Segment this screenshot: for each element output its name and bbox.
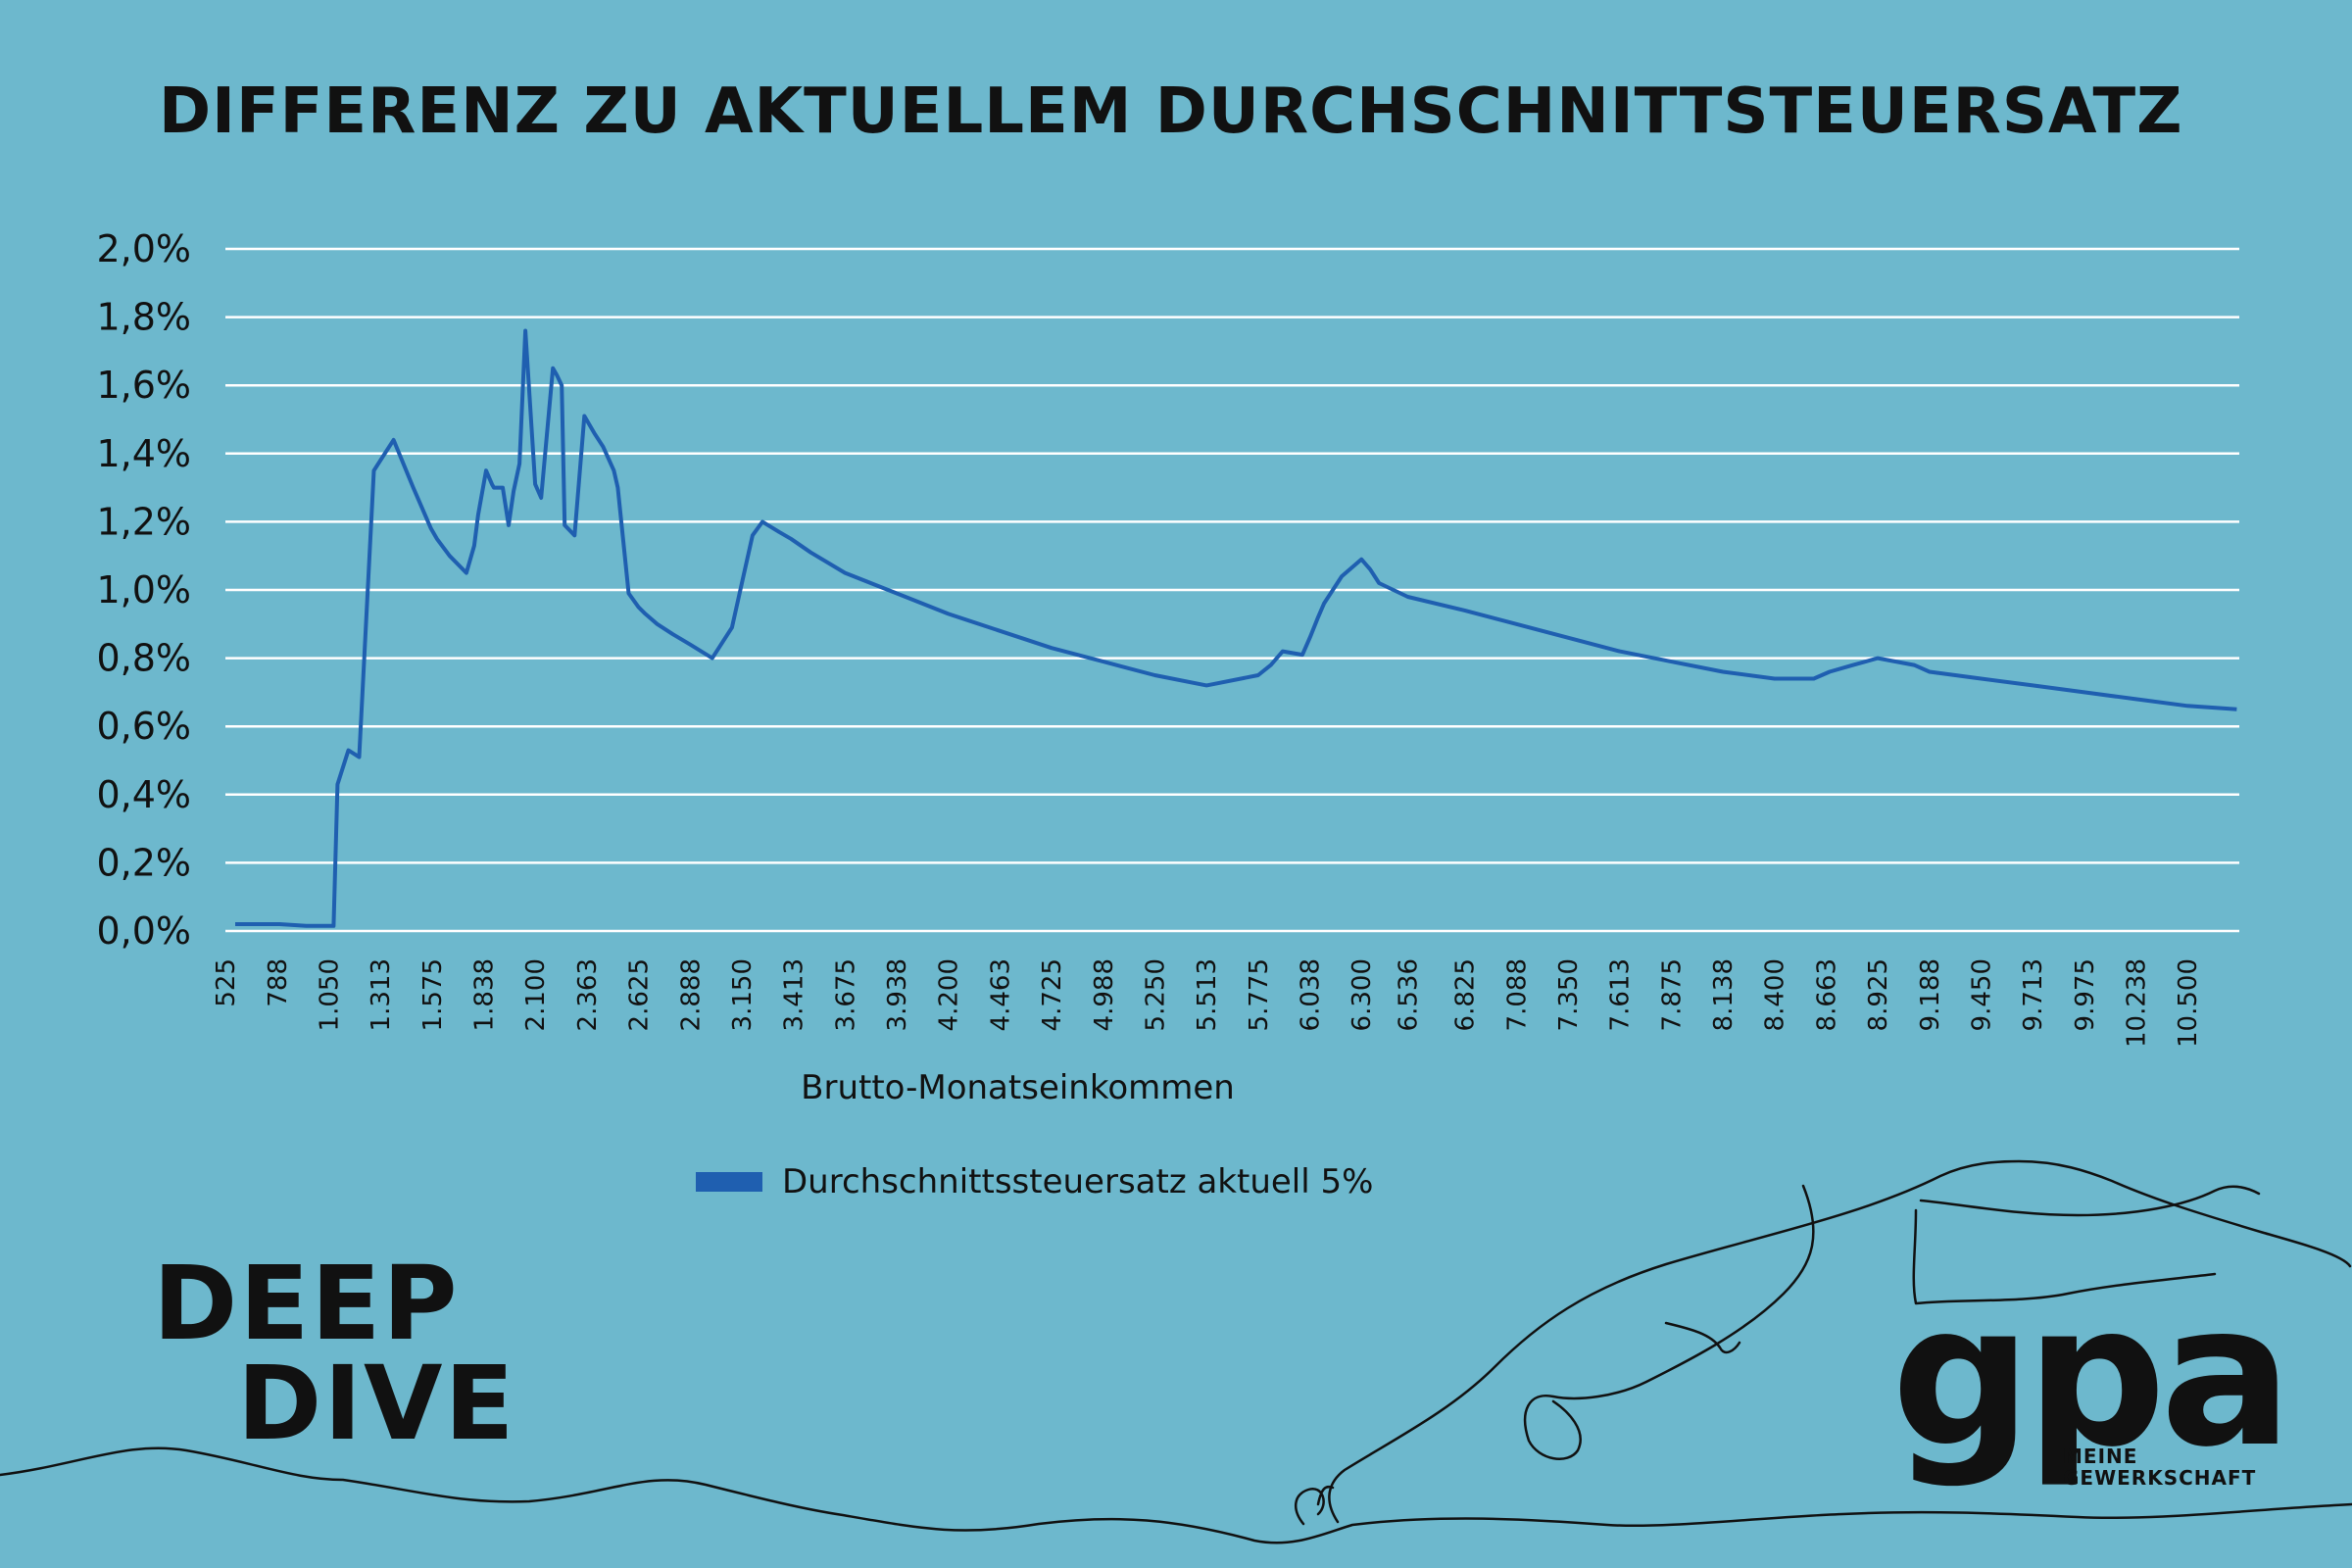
x-tick-label: 7.613 xyxy=(1606,958,1636,1031)
y-axis-ticks: 0,0% 0,2% 0,4% 0,6% 0,8% 1,0% 1,2% 1,4% 1,6% 1,8%… xyxy=(96,227,191,953)
brand-line-1: DEEP xyxy=(153,1244,460,1363)
legend-label: Durchschnittssteuersatz aktuell 5% xyxy=(782,1162,1374,1201)
x-tick-label: 9.975 xyxy=(2071,958,2100,1031)
y-tick-label: 0,6% xyxy=(96,705,191,748)
x-tick-label: 3.675 xyxy=(831,958,860,1031)
x-axis-label: Brutto-Monatseinkommen xyxy=(801,1068,1235,1107)
series-line xyxy=(235,328,2237,928)
deep-dive-brand: DEEP DIVE xyxy=(153,1244,516,1463)
x-tick-label: 3.413 xyxy=(780,958,809,1031)
x-tick-label: 788 xyxy=(264,958,293,1007)
x-tick-label: 525 xyxy=(212,958,241,1007)
x-tick-label: 9.713 xyxy=(2019,958,2048,1031)
x-tick-label: 1.838 xyxy=(470,958,500,1031)
y-tick-label: 0,4% xyxy=(96,773,191,816)
x-tick-label: 1.575 xyxy=(418,958,448,1031)
logo-mark: gpa xyxy=(1891,1262,2292,1491)
x-tick-label: 6.300 xyxy=(1348,958,1377,1031)
series-layer xyxy=(235,328,2237,928)
y-tick-label: 0,2% xyxy=(96,841,191,884)
y-tick-label: 1,6% xyxy=(96,364,191,407)
x-tick-label: 5.250 xyxy=(1141,958,1170,1031)
x-tick-label: 8.663 xyxy=(1812,958,1841,1031)
x-tick-label: 6.536 xyxy=(1395,958,1424,1031)
x-tick-label: 2.888 xyxy=(676,958,706,1031)
y-tick-label: 0,0% xyxy=(96,909,191,953)
x-tick-label: 10.238 xyxy=(2123,958,2152,1048)
x-tick-label: 4.725 xyxy=(1038,958,1067,1031)
x-tick-label: 8.400 xyxy=(1761,958,1790,1031)
x-tick-label: 5.513 xyxy=(1193,958,1222,1031)
x-tick-label: 2.100 xyxy=(521,958,551,1031)
x-tick-label: 5.775 xyxy=(1245,958,1274,1031)
x-tick-label: 9.450 xyxy=(1967,958,1996,1031)
logo-subtitle-line-1: MEINE xyxy=(2063,1445,2138,1468)
x-tick-label: 2.363 xyxy=(573,958,603,1031)
logo-subtitle-line-2: GEWERKSCHAFT xyxy=(2063,1466,2257,1490)
y-tick-label: 1,2% xyxy=(96,500,191,543)
y-tick-label: 1,0% xyxy=(96,568,191,612)
x-tick-label: 6.825 xyxy=(1451,958,1481,1031)
x-tick-label: 10.500 xyxy=(2174,958,2203,1048)
x-tick-label: 4.988 xyxy=(1090,958,1119,1031)
x-tick-label: 9.188 xyxy=(1916,958,1945,1031)
x-tick-label: 6.038 xyxy=(1297,958,1326,1031)
y-tick-label: 1,4% xyxy=(96,432,191,475)
legend-swatch xyxy=(696,1172,762,1192)
y-tick-label: 2,0% xyxy=(96,227,191,270)
legend: Durchschnittssteuersatz aktuell 5% xyxy=(696,1162,1373,1201)
x-tick-label: 4.463 xyxy=(986,958,1015,1031)
logo-subtitle: MEINE GEWERKSCHAFT xyxy=(2063,1446,2256,1489)
x-tick-label: 3.938 xyxy=(883,958,912,1031)
x-tick-label: 7.875 xyxy=(1657,958,1687,1031)
x-tick-label: 8.138 xyxy=(1709,958,1739,1031)
x-tick-label: 7.350 xyxy=(1554,958,1584,1031)
y-tick-label: 0,8% xyxy=(96,637,191,680)
x-tick-label: 7.088 xyxy=(1502,958,1532,1031)
x-tick-label: 8.925 xyxy=(1864,958,1893,1031)
y-tick-label: 1,8% xyxy=(96,296,191,339)
chart-title: DIFFERENZ ZU AKTUELLEM DURCHSCHNITTSTEUE… xyxy=(159,75,2183,148)
x-axis-ticks: 525 788 1.050 1.313 1.575 1.838 2.100 2.363 2.62… xyxy=(212,958,2203,1048)
x-tick-label: 1.313 xyxy=(367,958,396,1031)
gpa-logo: gpa MEINE GEWERKSCHAFT xyxy=(1891,1279,2292,1504)
x-tick-label: 2.625 xyxy=(625,958,655,1031)
x-tick-label: 4.200 xyxy=(935,958,964,1031)
x-tick-label: 3.150 xyxy=(728,958,758,1031)
x-tick-label: 1.050 xyxy=(315,958,344,1031)
brand-line-2: DIVE xyxy=(237,1343,516,1463)
